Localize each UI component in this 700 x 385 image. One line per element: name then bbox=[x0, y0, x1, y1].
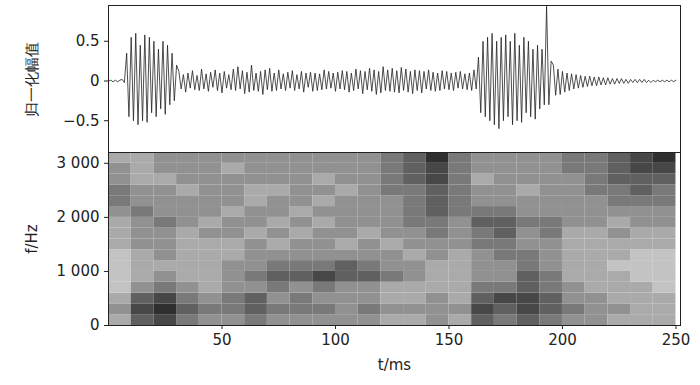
svg-text:0: 0 bbox=[90, 316, 100, 334]
svg-text:1 000: 1 000 bbox=[57, 262, 100, 280]
svg-text:归一化幅值: 归一化幅值 bbox=[23, 42, 41, 117]
svg-text:50: 50 bbox=[212, 331, 231, 349]
svg-text:200: 200 bbox=[548, 331, 577, 349]
svg-text:−0.5: −0.5 bbox=[63, 112, 99, 130]
svg-text:2 000: 2 000 bbox=[57, 208, 100, 226]
svg-text:0.5: 0.5 bbox=[76, 32, 100, 50]
svg-text:3 000: 3 000 bbox=[57, 154, 100, 172]
svg-text:f/Hz: f/Hz bbox=[23, 224, 41, 254]
svg-text:100: 100 bbox=[321, 331, 350, 349]
svg-text:t/ms: t/ms bbox=[378, 356, 412, 374]
svg-text:0: 0 bbox=[90, 72, 100, 90]
svg-text:250: 250 bbox=[662, 331, 691, 349]
svg-text:150: 150 bbox=[435, 331, 464, 349]
